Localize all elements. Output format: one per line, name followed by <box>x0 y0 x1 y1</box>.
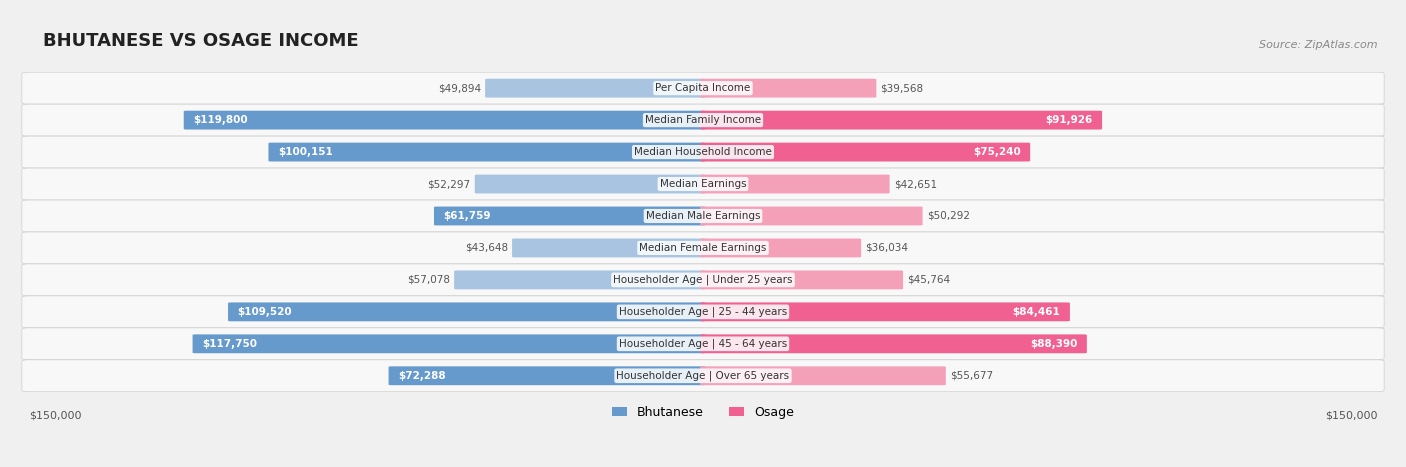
Text: $100,151: $100,151 <box>278 147 333 157</box>
FancyBboxPatch shape <box>22 104 1384 136</box>
FancyBboxPatch shape <box>193 334 706 353</box>
FancyBboxPatch shape <box>228 303 706 321</box>
FancyBboxPatch shape <box>700 206 922 226</box>
Text: Median Female Earnings: Median Female Earnings <box>640 243 766 253</box>
FancyBboxPatch shape <box>700 270 903 290</box>
Text: Householder Age | 45 - 64 years: Householder Age | 45 - 64 years <box>619 339 787 349</box>
FancyBboxPatch shape <box>22 168 1384 200</box>
Text: $39,568: $39,568 <box>880 83 924 93</box>
Text: Median Household Income: Median Household Income <box>634 147 772 157</box>
Text: $72,288: $72,288 <box>398 371 446 381</box>
Text: Median Male Earnings: Median Male Earnings <box>645 211 761 221</box>
FancyBboxPatch shape <box>22 264 1384 296</box>
Text: $36,034: $36,034 <box>865 243 908 253</box>
Text: $57,078: $57,078 <box>406 275 450 285</box>
Text: Householder Age | Over 65 years: Householder Age | Over 65 years <box>616 370 790 381</box>
Text: $52,297: $52,297 <box>427 179 471 189</box>
FancyBboxPatch shape <box>22 200 1384 232</box>
Text: $50,292: $50,292 <box>927 211 970 221</box>
FancyBboxPatch shape <box>700 79 876 98</box>
FancyBboxPatch shape <box>700 239 860 257</box>
FancyBboxPatch shape <box>388 366 706 385</box>
FancyBboxPatch shape <box>22 136 1384 168</box>
Text: $119,800: $119,800 <box>194 115 247 125</box>
Text: $109,520: $109,520 <box>238 307 292 317</box>
Text: $150,000: $150,000 <box>28 411 82 421</box>
FancyBboxPatch shape <box>184 111 706 129</box>
FancyBboxPatch shape <box>434 206 706 226</box>
Text: $117,750: $117,750 <box>202 339 257 349</box>
Text: $43,648: $43,648 <box>465 243 508 253</box>
FancyBboxPatch shape <box>485 79 706 98</box>
FancyBboxPatch shape <box>700 303 1070 321</box>
Text: $84,461: $84,461 <box>1012 307 1060 317</box>
Text: $75,240: $75,240 <box>973 147 1021 157</box>
FancyBboxPatch shape <box>22 296 1384 328</box>
Text: $150,000: $150,000 <box>1324 411 1378 421</box>
Text: $91,926: $91,926 <box>1045 115 1092 125</box>
Legend: Bhutanese, Osage: Bhutanese, Osage <box>607 401 799 424</box>
FancyBboxPatch shape <box>700 366 946 385</box>
FancyBboxPatch shape <box>22 360 1384 392</box>
Text: Per Capita Income: Per Capita Income <box>655 83 751 93</box>
Text: Median Family Income: Median Family Income <box>645 115 761 125</box>
Text: $42,651: $42,651 <box>894 179 936 189</box>
Text: $61,759: $61,759 <box>444 211 491 221</box>
FancyBboxPatch shape <box>700 334 1087 353</box>
Text: $45,764: $45,764 <box>907 275 950 285</box>
FancyBboxPatch shape <box>22 328 1384 360</box>
FancyBboxPatch shape <box>475 175 706 193</box>
FancyBboxPatch shape <box>700 175 890 193</box>
Text: $55,677: $55,677 <box>950 371 993 381</box>
Text: Householder Age | 25 - 44 years: Householder Age | 25 - 44 years <box>619 307 787 317</box>
FancyBboxPatch shape <box>454 270 706 290</box>
Text: Median Earnings: Median Earnings <box>659 179 747 189</box>
Text: Source: ZipAtlas.com: Source: ZipAtlas.com <box>1258 40 1378 50</box>
FancyBboxPatch shape <box>700 142 1031 162</box>
Text: Householder Age | Under 25 years: Householder Age | Under 25 years <box>613 275 793 285</box>
FancyBboxPatch shape <box>512 239 706 257</box>
Text: $88,390: $88,390 <box>1029 339 1077 349</box>
Text: BHUTANESE VS OSAGE INCOME: BHUTANESE VS OSAGE INCOME <box>42 32 359 50</box>
FancyBboxPatch shape <box>22 232 1384 264</box>
FancyBboxPatch shape <box>700 111 1102 129</box>
FancyBboxPatch shape <box>22 72 1384 104</box>
FancyBboxPatch shape <box>269 142 706 162</box>
Text: $49,894: $49,894 <box>437 83 481 93</box>
